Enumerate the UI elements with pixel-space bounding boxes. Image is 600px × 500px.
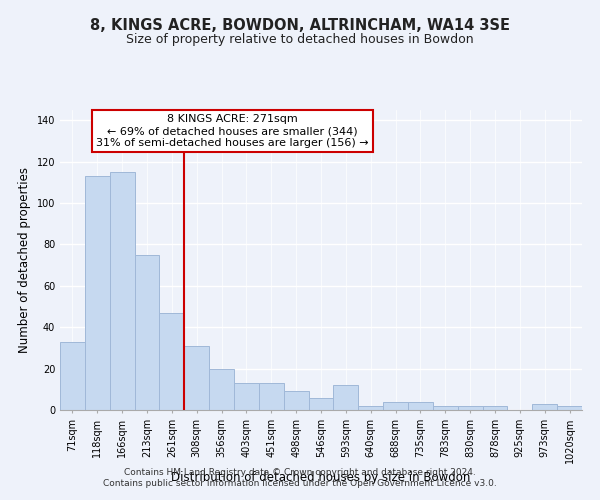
Bar — [308, 398, 334, 410]
Bar — [259, 383, 284, 410]
Bar — [134, 255, 160, 410]
Bar — [334, 385, 358, 410]
Bar — [482, 406, 508, 410]
Bar — [184, 346, 209, 410]
Bar — [85, 176, 110, 410]
Bar — [160, 313, 184, 410]
X-axis label: Distribution of detached houses by size in Bowdon: Distribution of detached houses by size … — [172, 472, 470, 484]
Bar — [284, 392, 308, 410]
Bar — [408, 402, 433, 410]
Bar — [358, 406, 383, 410]
Bar — [60, 342, 85, 410]
Text: Contains HM Land Registry data © Crown copyright and database right 2024.
Contai: Contains HM Land Registry data © Crown c… — [103, 468, 497, 487]
Bar — [557, 406, 582, 410]
Bar — [458, 406, 482, 410]
Text: Size of property relative to detached houses in Bowdon: Size of property relative to detached ho… — [126, 32, 474, 46]
Bar — [234, 383, 259, 410]
Bar — [383, 402, 408, 410]
Y-axis label: Number of detached properties: Number of detached properties — [18, 167, 31, 353]
Bar — [433, 406, 458, 410]
Bar — [532, 404, 557, 410]
Bar — [209, 368, 234, 410]
Bar — [110, 172, 134, 410]
Text: 8, KINGS ACRE, BOWDON, ALTRINCHAM, WA14 3SE: 8, KINGS ACRE, BOWDON, ALTRINCHAM, WA14 … — [90, 18, 510, 32]
Text: 8 KINGS ACRE: 271sqm
← 69% of detached houses are smaller (344)
31% of semi-deta: 8 KINGS ACRE: 271sqm ← 69% of detached h… — [96, 114, 368, 148]
